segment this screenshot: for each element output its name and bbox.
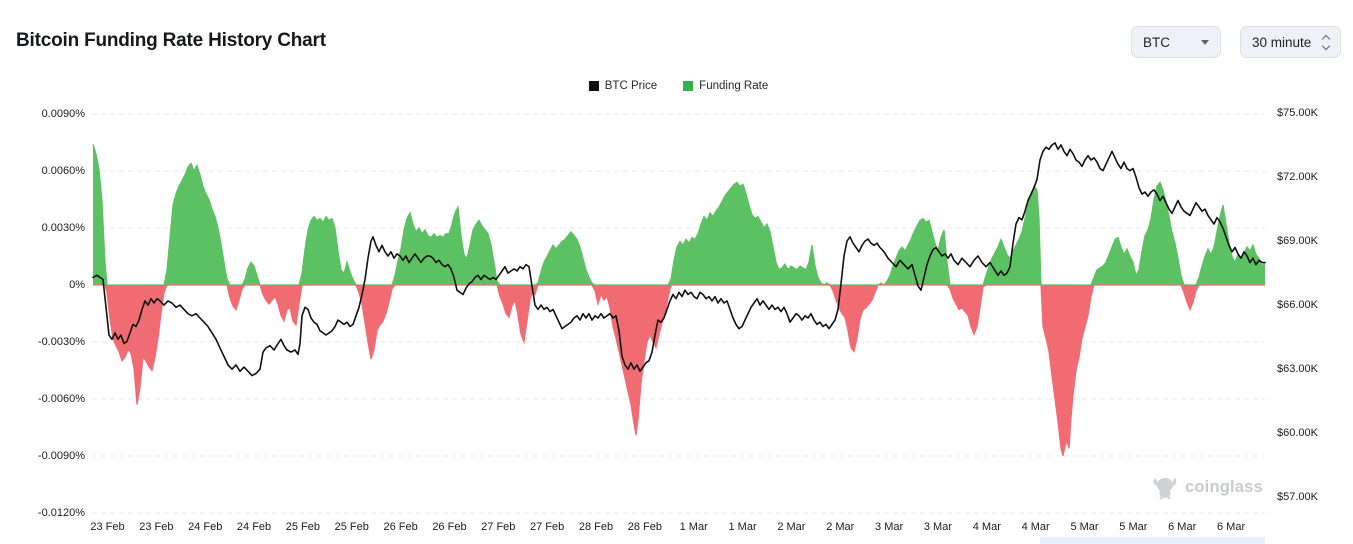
tick-label: 1 Mar bbox=[728, 521, 757, 533]
tick-label: 24 Feb bbox=[236, 521, 272, 533]
up-down-arrows-icon bbox=[1321, 34, 1331, 50]
tick-label: -0.0090% bbox=[37, 450, 85, 462]
interval-dropdown-value: 30 minute bbox=[1252, 34, 1312, 50]
tick-label: 5 Mar bbox=[1119, 521, 1148, 533]
funding-rate-swatch-icon bbox=[683, 81, 694, 91]
chart-legend: BTC Price Funding Rate bbox=[92, 80, 1265, 92]
tick-label: $69.00K bbox=[1277, 235, 1318, 248]
tick-label: 2 Mar bbox=[777, 521, 806, 533]
tick-label: 4 Mar bbox=[972, 521, 1001, 533]
funding-rate-positive-area bbox=[93, 144, 1265, 285]
funding-rate-negative-edge bbox=[93, 284, 1265, 457]
tick-label: -0.0120% bbox=[37, 507, 85, 519]
selection-highlight bbox=[1040, 537, 1265, 544]
coinglass-watermark: coinglass bbox=[1152, 474, 1263, 500]
tick-label: $75.00K bbox=[1277, 107, 1318, 119]
tick-label: $66.00K bbox=[1277, 299, 1318, 312]
tick-label: 0% bbox=[69, 279, 85, 291]
tick-label: 24 Feb bbox=[188, 521, 223, 533]
watermark-text: coinglass bbox=[1185, 477, 1263, 496]
tick-label: 27 Feb bbox=[530, 521, 565, 533]
btc-price-swatch-icon bbox=[588, 81, 599, 91]
tick-label: 0.0030% bbox=[41, 222, 85, 234]
tick-label: $57.00K bbox=[1277, 491, 1318, 504]
tick-label: 0.0060% bbox=[41, 165, 85, 177]
symbol-dropdown[interactable]: BTC bbox=[1131, 26, 1221, 58]
tick-label: 25 Feb bbox=[285, 521, 321, 533]
legend-item-btc-price[interactable]: BTC Price bbox=[588, 80, 658, 92]
tick-label: $72.00K bbox=[1277, 171, 1318, 184]
coinglass-bull-icon bbox=[1153, 478, 1177, 500]
tick-label: 26 Feb bbox=[383, 521, 418, 533]
tick-label: 5 Mar bbox=[1070, 521, 1099, 533]
tick-label: 3 Mar bbox=[923, 521, 952, 533]
tick-label: 23 Feb bbox=[139, 521, 174, 533]
tick-label: 2 Mar bbox=[826, 521, 855, 533]
legend-label: Funding Rate bbox=[699, 80, 769, 92]
btc-price-line bbox=[92, 142, 1266, 377]
legend-label: BTC Price bbox=[604, 80, 658, 92]
tick-label: 0.0090% bbox=[41, 108, 85, 120]
tick-label: 25 Feb bbox=[334, 521, 369, 533]
tick-label: 4 Mar bbox=[1021, 521, 1050, 533]
tick-label: 28 Feb bbox=[578, 521, 614, 533]
tick-label: 6 Mar bbox=[1168, 521, 1197, 533]
tick-label: -0.0030% bbox=[37, 336, 85, 348]
interval-dropdown[interactable]: 30 minute bbox=[1240, 26, 1341, 58]
tick-label: 27 Feb bbox=[481, 521, 516, 533]
tick-label: 26 Feb bbox=[432, 521, 467, 533]
tick-label: 28 Feb bbox=[627, 521, 662, 533]
symbol-dropdown-value: BTC bbox=[1143, 34, 1170, 50]
chart-controls: BTC 30 minute bbox=[1131, 26, 1341, 58]
tick-label: 23 Feb bbox=[90, 521, 125, 533]
tick-label: 3 Mar bbox=[875, 521, 904, 533]
page-title: Bitcoin Funding Rate History Chart bbox=[16, 30, 326, 51]
tick-label: -0.0060% bbox=[37, 393, 85, 405]
tick-label: 6 Mar bbox=[1216, 521, 1246, 533]
legend-item-funding-rate[interactable]: Funding Rate bbox=[683, 80, 768, 92]
tick-label: $60.00K bbox=[1277, 427, 1318, 440]
chevron-down-icon bbox=[1201, 39, 1209, 45]
tick-label: $63.00K bbox=[1277, 363, 1318, 376]
tick-label: 1 Mar bbox=[679, 521, 708, 533]
